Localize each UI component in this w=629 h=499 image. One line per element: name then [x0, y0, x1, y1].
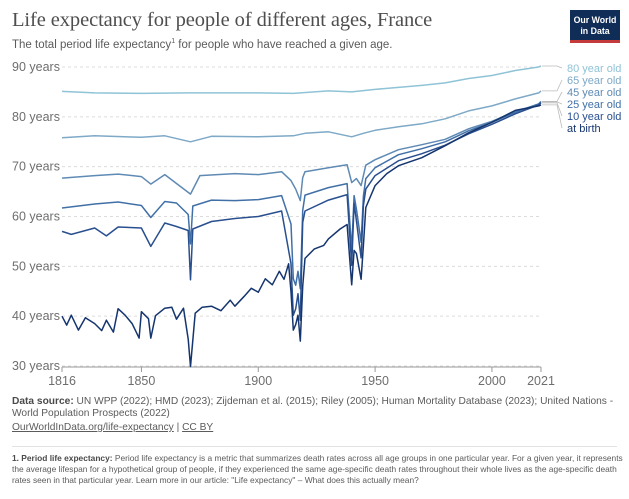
source-link[interactable]: OurWorldInData.org/life-expectancy [12, 422, 174, 433]
legend-connector [542, 79, 563, 92]
series-line [61, 90, 542, 143]
x-tick-label: 1900 [244, 374, 272, 388]
legend-label: 80 year old [567, 63, 621, 75]
x-tick-label: 2021 [527, 374, 555, 388]
chart-title: Life expectancy for people of different … [12, 9, 433, 31]
legend-connector [542, 102, 563, 117]
license-link[interactable]: CC BY [182, 422, 214, 433]
x-tick-label: 1850 [128, 374, 156, 388]
footnote: 1. Period life expectancy: Period life e… [12, 453, 623, 485]
legend-connector [542, 91, 563, 102]
series-line [61, 100, 542, 202]
x-tick-label: 1816 [48, 374, 76, 388]
line-chart: 30 years 40 years 50 years 60 years 70 years… [12, 60, 621, 388]
legend-connector [542, 101, 563, 105]
y-tick-label: 70 years [12, 160, 60, 174]
legend-label: 45 year old [567, 87, 621, 99]
divider [12, 446, 617, 447]
y-tick-label: 90 years [12, 60, 60, 74]
legend-connector [542, 104, 563, 129]
y-tick-label: 40 years [12, 309, 60, 323]
legend-label: at birth [567, 123, 601, 135]
y-tick-label: 60 years [12, 210, 60, 224]
data-source: Data source: UN WPP (2022); HMD (2023); … [12, 396, 614, 420]
owid-logo[interactable]: Our World in Data [570, 10, 620, 43]
y-tick-label: 80 years [12, 110, 60, 124]
legend-label: 25 year old [567, 99, 621, 111]
y-tick-label: 30 years [12, 359, 60, 373]
series-line [61, 102, 542, 321]
x-tick-label: 2000 [478, 374, 506, 388]
legend-label: 10 year old [567, 111, 621, 123]
source-links: OurWorldInData.org/life-expectancy | CC … [12, 422, 214, 433]
series-line [61, 65, 542, 95]
series-line [61, 104, 542, 368]
footnote-marker: 1 [171, 38, 176, 45]
y-tick-label: 50 years [12, 259, 60, 273]
legend-label: 65 year old [567, 75, 621, 87]
chart-subtitle: The total period life expectancy1 for pe… [12, 38, 393, 51]
legend-connector [542, 65, 563, 69]
x-tick-label: 1950 [361, 374, 389, 388]
